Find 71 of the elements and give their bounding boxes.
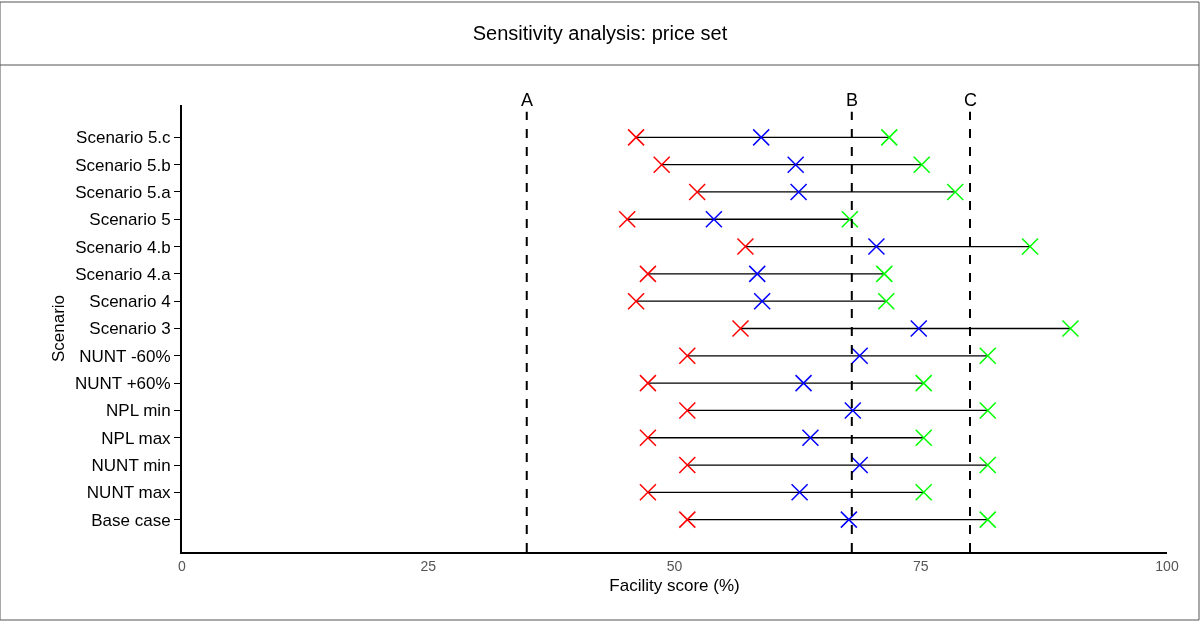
y-tick-label: Scenario 4.b [75,237,171,257]
point [618,210,636,229]
point [753,292,771,310]
point [678,347,697,365]
y-tick-label: Scenario 4 [89,292,171,312]
x-tick-label: 75 [912,557,929,574]
point [652,155,671,174]
point [910,319,928,338]
point [978,347,997,365]
y-tick-label: Scenario 4.a [75,264,172,284]
point [627,128,645,147]
point [639,265,657,283]
x-axis-title: Facility score (%) [609,575,740,595]
ref-line-label: C [964,90,977,110]
point [731,319,750,338]
y-tick-label: Scenario 5 [89,210,171,230]
point [786,155,805,174]
point [705,210,723,229]
point [850,456,869,474]
x-tick-label: 50 [666,557,683,574]
point [978,401,997,420]
point [978,456,997,474]
point [850,347,869,365]
point [794,374,813,392]
point [736,237,755,256]
point [880,128,898,147]
y-tick-label: NUNT min [91,455,171,475]
point [912,155,931,174]
y-tick-label: Base case [91,510,171,530]
y-tick-label: Scenario 5.b [75,155,171,175]
point [914,483,933,502]
point [678,456,697,474]
point [875,265,894,283]
point [867,237,886,256]
point [1021,237,1039,256]
chart-title: Sensitivity analysis: price set [472,22,728,44]
point [639,374,657,392]
point [748,265,766,283]
point [627,292,645,310]
point [841,210,859,229]
point [978,510,997,529]
point [844,401,862,420]
ref-line-label: B [846,90,859,110]
point [840,510,858,529]
x-tick-label: 0 [178,557,187,574]
point [1061,319,1080,338]
y-axis-title: Scenario [49,294,69,363]
point [877,292,896,310]
x-tick-label: 100 [1155,557,1179,574]
y-tick-label: NUNT max [86,483,172,503]
point [639,428,657,447]
y-tick-label: NPL max [101,428,172,448]
y-tick-label: NPL min [106,401,171,421]
y-tick-label: Scenario 3 [89,319,171,339]
point [752,128,770,147]
point [790,483,809,502]
point [946,183,964,201]
point [639,483,657,502]
x-tick-label: 25 [420,557,437,574]
point [801,428,820,447]
y-tick-label: Scenario 5.a [75,182,172,202]
point [678,510,697,529]
ref-line-label: A [521,90,534,110]
y-tick-label: NUNT +60% [75,374,171,394]
y-tick-label: NUNT -60% [79,346,171,366]
point [914,428,933,447]
point [789,183,808,201]
y-tick-label: Scenario 5.c [76,128,172,148]
point [688,183,706,201]
point [914,374,933,392]
point [678,401,697,420]
